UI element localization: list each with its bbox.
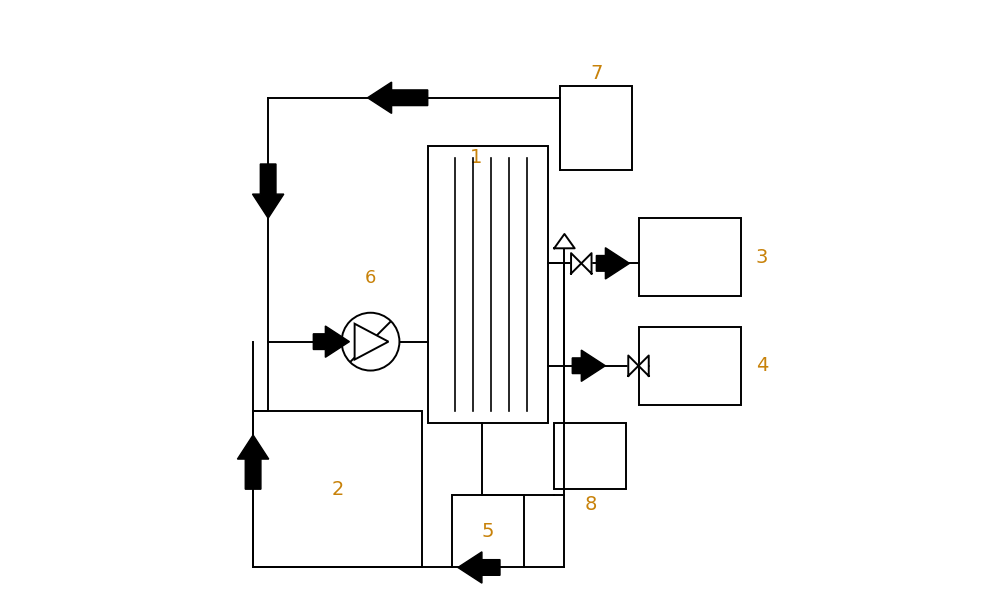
Polygon shape <box>458 552 500 583</box>
Polygon shape <box>571 253 581 273</box>
Bar <box>452 495 524 567</box>
Polygon shape <box>313 326 349 358</box>
Bar <box>428 146 548 423</box>
Bar <box>639 218 741 296</box>
Bar <box>639 327 741 405</box>
Polygon shape <box>237 435 269 489</box>
Bar <box>560 86 632 170</box>
Text: 8: 8 <box>584 495 597 514</box>
Text: 3: 3 <box>756 248 768 267</box>
Text: 6: 6 <box>365 269 376 287</box>
Bar <box>253 411 422 567</box>
Polygon shape <box>572 350 605 381</box>
Polygon shape <box>554 234 575 248</box>
Polygon shape <box>596 247 629 279</box>
Polygon shape <box>581 253 592 273</box>
Bar <box>554 423 626 489</box>
Text: 7: 7 <box>590 64 603 83</box>
Polygon shape <box>628 356 639 376</box>
Text: 4: 4 <box>756 356 768 375</box>
Polygon shape <box>252 164 284 218</box>
Text: 2: 2 <box>331 480 344 499</box>
Text: 1: 1 <box>470 148 482 168</box>
Polygon shape <box>355 324 388 359</box>
Circle shape <box>342 313 399 370</box>
Text: 5: 5 <box>482 522 494 541</box>
Polygon shape <box>368 82 428 113</box>
Polygon shape <box>639 356 649 376</box>
